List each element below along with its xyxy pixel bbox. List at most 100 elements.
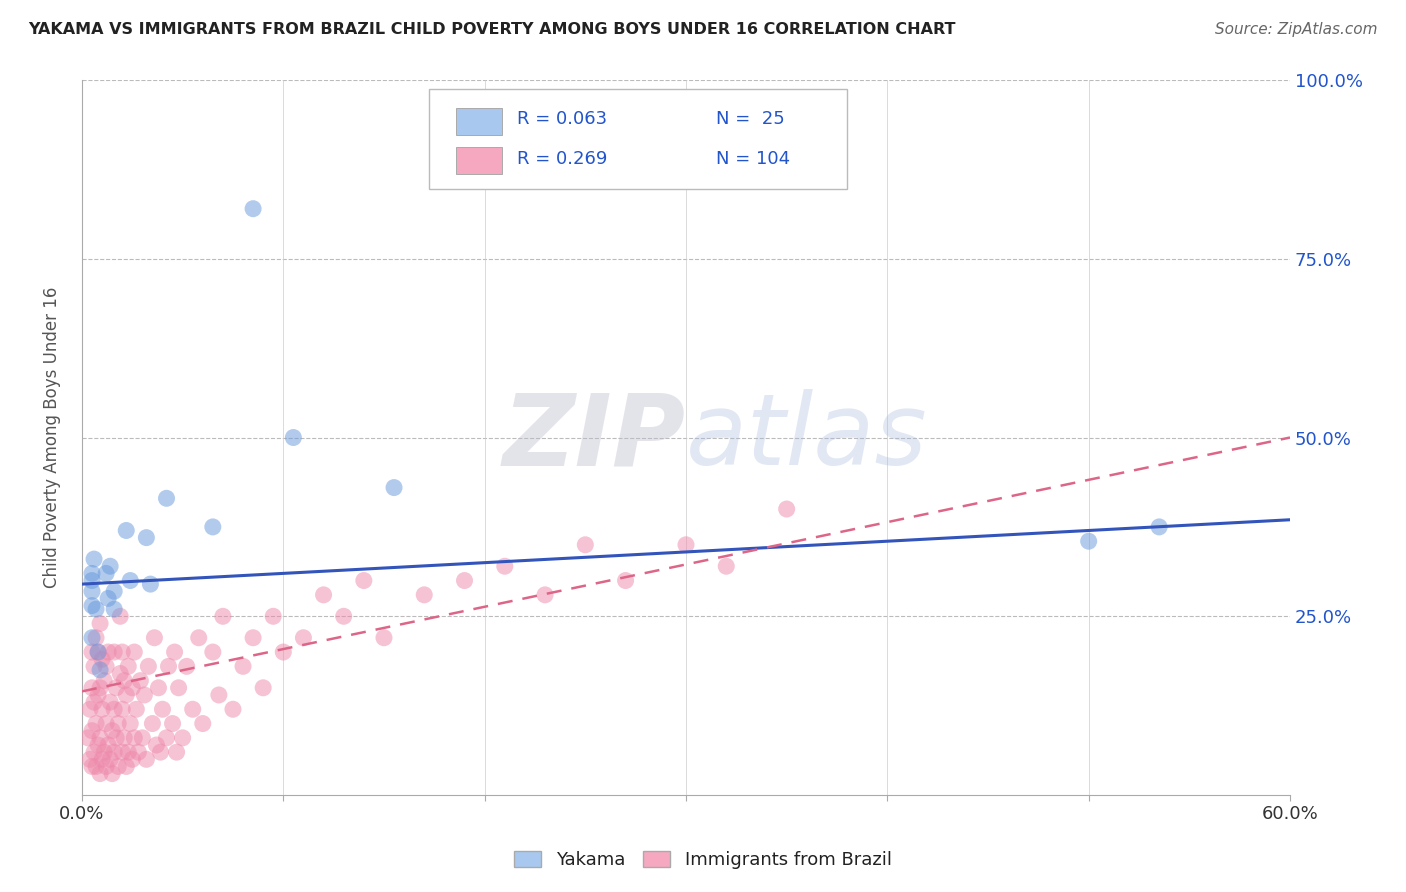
Point bbox=[222, 702, 245, 716]
Bar bbox=[457, 108, 502, 135]
Point bbox=[332, 609, 354, 624]
Point bbox=[103, 745, 125, 759]
Point bbox=[115, 524, 138, 538]
Point bbox=[242, 631, 264, 645]
Point bbox=[111, 702, 134, 716]
Point bbox=[91, 652, 114, 666]
Point bbox=[94, 716, 117, 731]
Point bbox=[675, 538, 697, 552]
Point bbox=[138, 659, 160, 673]
Point bbox=[97, 738, 120, 752]
Point bbox=[135, 752, 157, 766]
Point bbox=[83, 695, 105, 709]
Point bbox=[312, 588, 335, 602]
Point bbox=[212, 609, 235, 624]
Point bbox=[98, 752, 121, 766]
Point bbox=[167, 681, 190, 695]
Point bbox=[139, 577, 162, 591]
Point bbox=[79, 752, 101, 766]
Point bbox=[80, 759, 103, 773]
Point bbox=[121, 752, 143, 766]
Point bbox=[166, 745, 188, 759]
Point bbox=[101, 766, 124, 780]
Point bbox=[103, 702, 125, 716]
Point bbox=[129, 673, 152, 688]
Point bbox=[91, 752, 114, 766]
Point bbox=[155, 491, 177, 506]
Point bbox=[84, 716, 107, 731]
Point bbox=[87, 645, 110, 659]
Point bbox=[353, 574, 375, 588]
Point bbox=[148, 681, 170, 695]
Point bbox=[83, 659, 105, 673]
Point bbox=[80, 574, 103, 588]
Text: R = 0.063: R = 0.063 bbox=[517, 111, 607, 128]
Point bbox=[103, 645, 125, 659]
Point bbox=[80, 631, 103, 645]
Point bbox=[172, 731, 194, 745]
Point bbox=[141, 716, 163, 731]
Point bbox=[201, 520, 224, 534]
Point bbox=[80, 723, 103, 738]
Point bbox=[152, 702, 174, 716]
Point bbox=[89, 766, 111, 780]
Point bbox=[80, 584, 103, 599]
Point bbox=[93, 745, 115, 759]
Point bbox=[77, 731, 100, 745]
Point bbox=[97, 645, 120, 659]
Point bbox=[91, 702, 114, 716]
Text: atlas: atlas bbox=[686, 389, 928, 486]
Text: R = 0.269: R = 0.269 bbox=[517, 150, 607, 168]
Point bbox=[413, 588, 436, 602]
Point bbox=[87, 688, 110, 702]
Point bbox=[89, 616, 111, 631]
Point bbox=[112, 731, 135, 745]
Point bbox=[87, 645, 110, 659]
Point bbox=[149, 745, 172, 759]
Point bbox=[84, 602, 107, 616]
Point bbox=[614, 574, 637, 588]
Point bbox=[83, 745, 105, 759]
Point bbox=[453, 574, 475, 588]
Point bbox=[292, 631, 315, 645]
Point bbox=[157, 659, 180, 673]
Point bbox=[134, 688, 156, 702]
Point bbox=[252, 681, 274, 695]
Point bbox=[143, 631, 166, 645]
Point bbox=[107, 759, 129, 773]
Point bbox=[80, 599, 103, 613]
Point bbox=[108, 609, 131, 624]
Point bbox=[111, 645, 134, 659]
Point bbox=[80, 645, 103, 659]
Point bbox=[163, 645, 186, 659]
Point bbox=[262, 609, 284, 624]
Point bbox=[105, 681, 128, 695]
Point bbox=[232, 659, 254, 673]
Point bbox=[112, 673, 135, 688]
Point bbox=[101, 723, 124, 738]
Point bbox=[574, 538, 596, 552]
Point bbox=[98, 695, 121, 709]
Point bbox=[120, 716, 142, 731]
Point bbox=[135, 531, 157, 545]
Point bbox=[80, 681, 103, 695]
Bar bbox=[457, 147, 502, 174]
Point bbox=[89, 731, 111, 745]
Point bbox=[121, 681, 143, 695]
Point bbox=[145, 738, 167, 752]
Point bbox=[162, 716, 184, 731]
Point bbox=[176, 659, 198, 673]
Point bbox=[94, 659, 117, 673]
Point bbox=[181, 702, 204, 716]
Point bbox=[242, 202, 264, 216]
Point bbox=[87, 738, 110, 752]
Point bbox=[115, 759, 138, 773]
Point bbox=[120, 574, 142, 588]
Point bbox=[111, 745, 134, 759]
Point bbox=[83, 552, 105, 566]
Point bbox=[191, 716, 214, 731]
Text: Source: ZipAtlas.com: Source: ZipAtlas.com bbox=[1215, 22, 1378, 37]
Point bbox=[1077, 534, 1099, 549]
Point bbox=[201, 645, 224, 659]
Point bbox=[124, 645, 146, 659]
